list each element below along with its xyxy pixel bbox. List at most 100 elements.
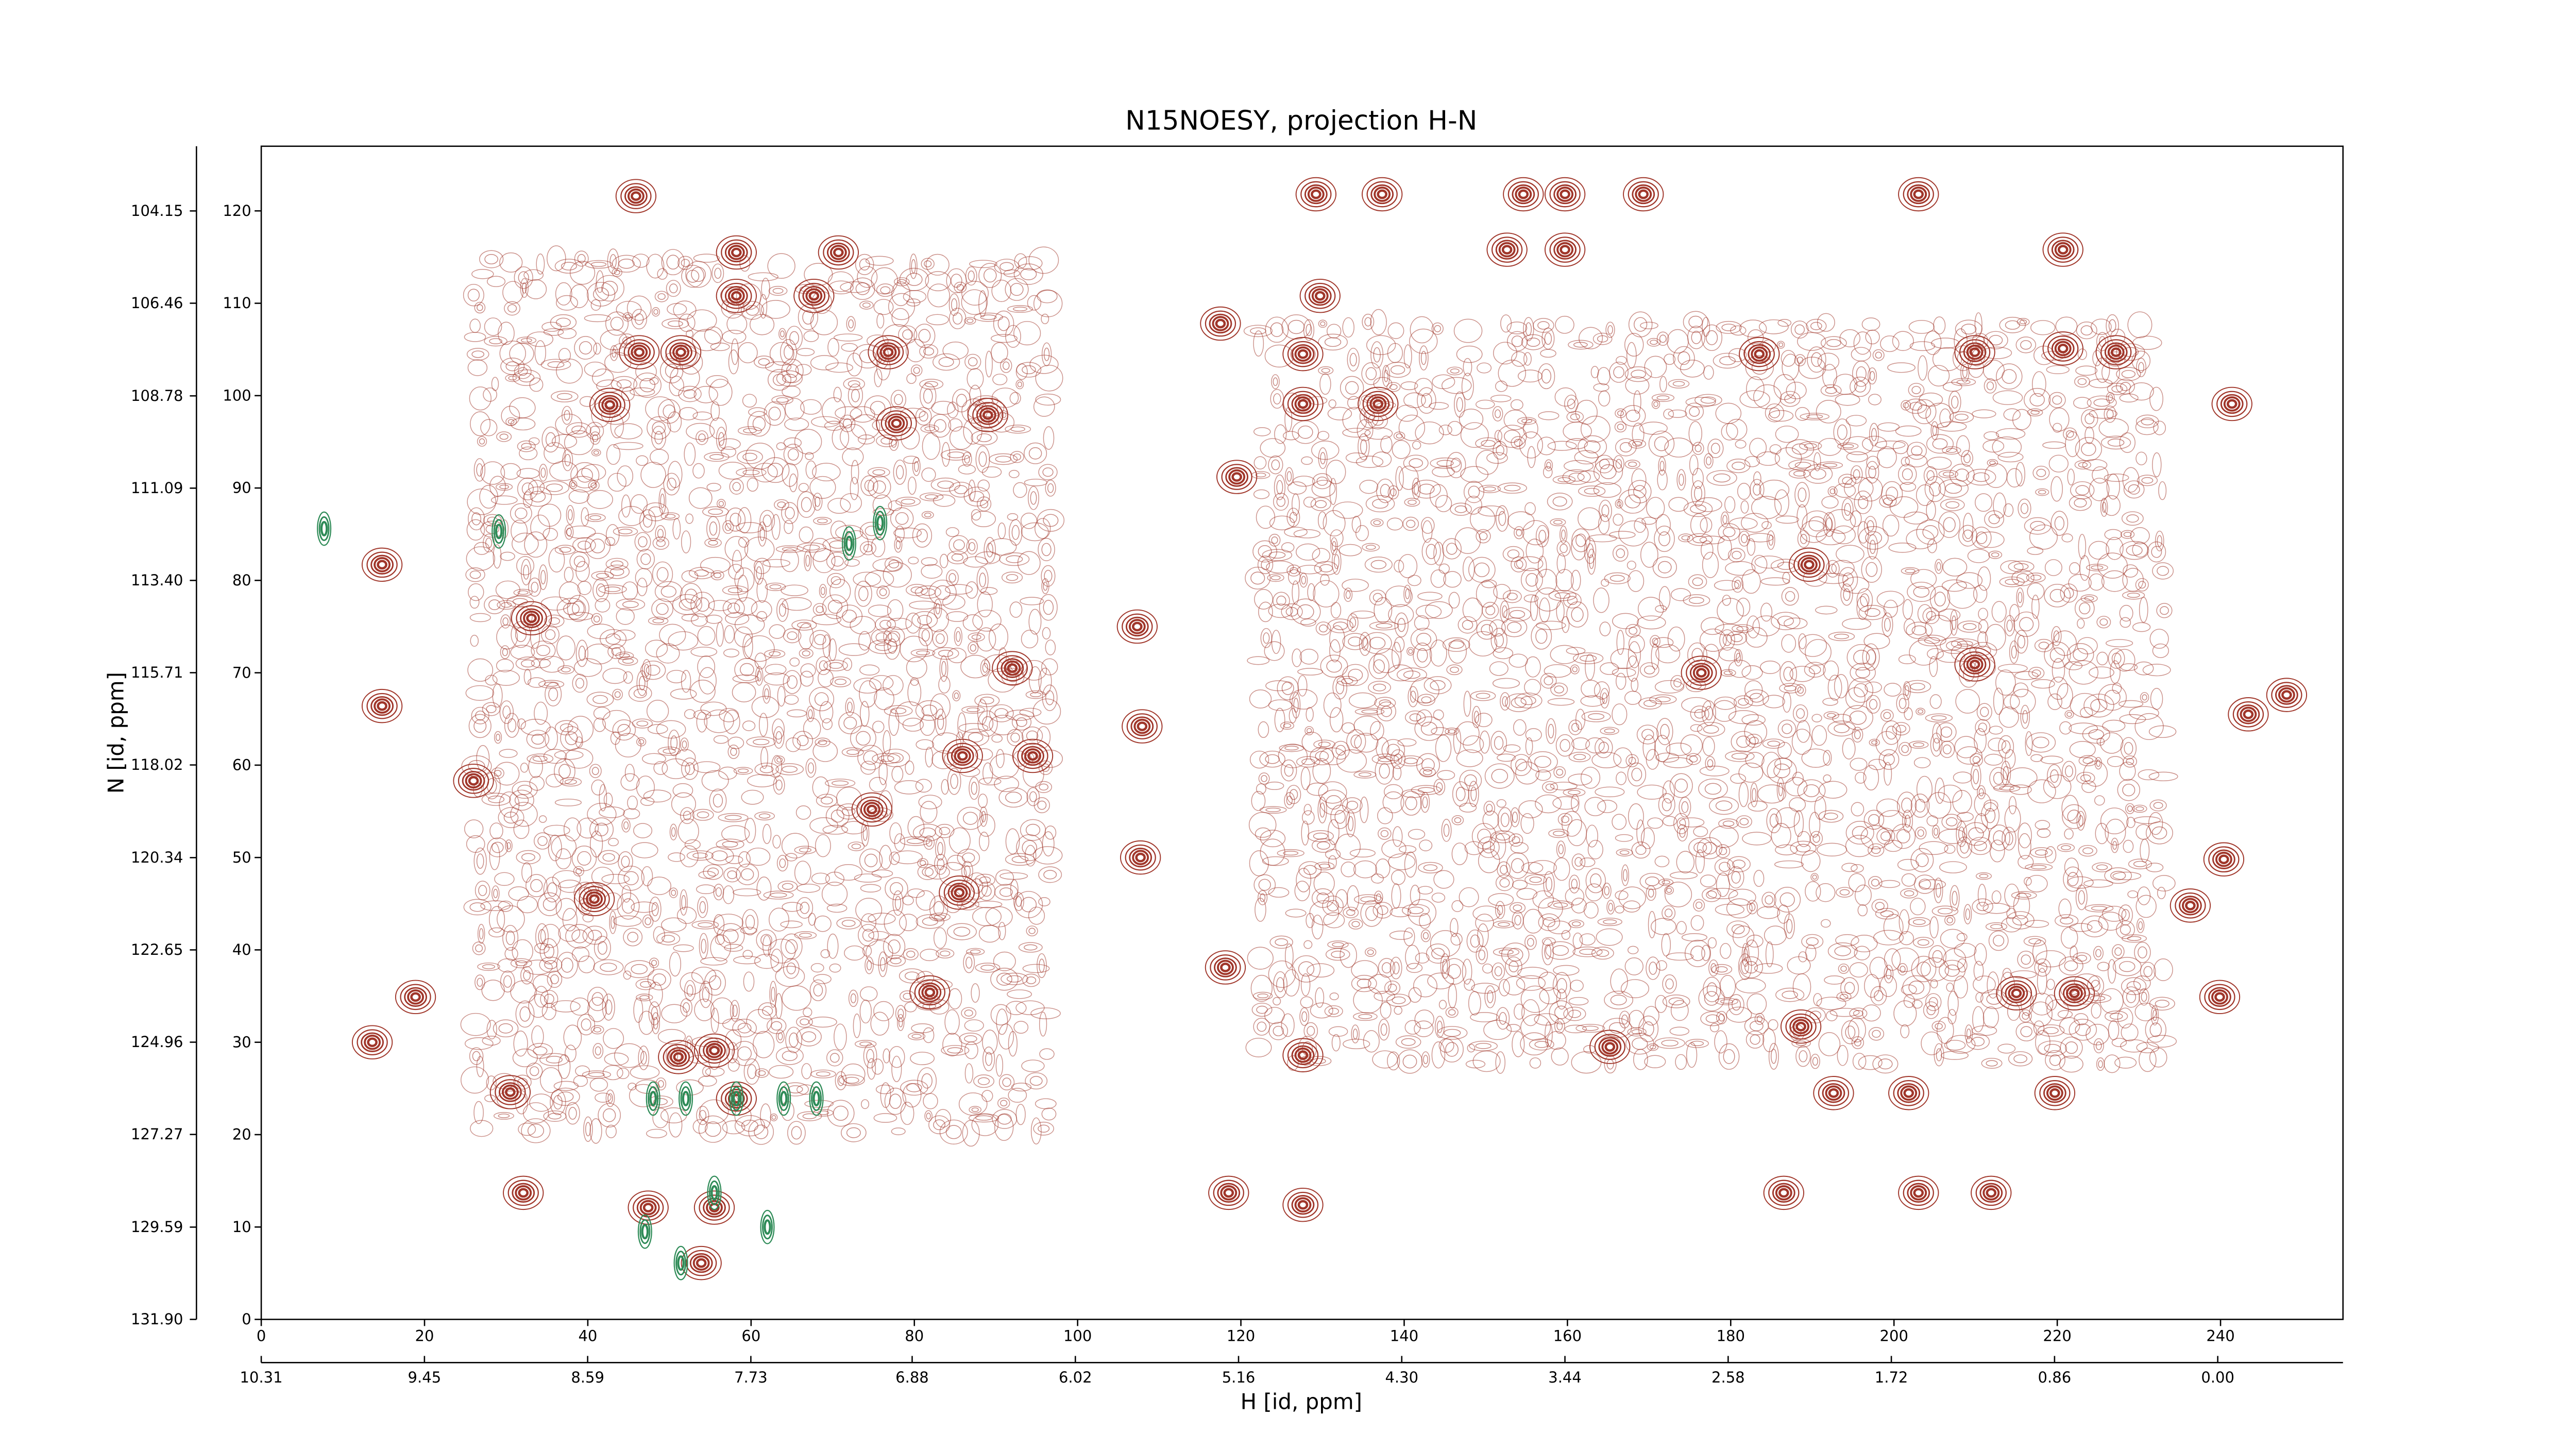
contour-ring bbox=[647, 968, 671, 990]
contour-ring bbox=[551, 835, 577, 860]
contour-ring bbox=[631, 842, 658, 858]
contour-ring bbox=[789, 1032, 799, 1048]
contour-ring bbox=[947, 451, 965, 459]
contour-ring bbox=[524, 531, 548, 558]
contour-ring bbox=[617, 892, 640, 920]
contour-ring bbox=[842, 447, 864, 466]
contour-ring bbox=[891, 281, 910, 307]
contour-ring bbox=[900, 836, 931, 846]
contour-ring bbox=[484, 317, 502, 336]
contour-ring bbox=[662, 758, 690, 779]
contour-ring bbox=[1005, 425, 1031, 434]
contour-ring bbox=[985, 350, 993, 378]
contour-ring bbox=[602, 993, 615, 1021]
contour-ring bbox=[681, 895, 686, 910]
contour-ring bbox=[614, 691, 621, 698]
contour-ring bbox=[920, 801, 938, 823]
contour-ring bbox=[1029, 1076, 1043, 1086]
contour-ring bbox=[633, 997, 643, 1023]
contour-ring bbox=[575, 868, 582, 874]
contour-ring bbox=[999, 887, 1013, 897]
contour-ring bbox=[961, 1007, 977, 1019]
contour-ring bbox=[867, 334, 889, 347]
contour-ring bbox=[972, 906, 1002, 926]
contour-ring bbox=[698, 433, 706, 442]
contour-ring bbox=[957, 806, 984, 830]
contour-ring bbox=[974, 900, 1003, 908]
contour-ring bbox=[1956, 379, 1971, 385]
contour-ring bbox=[460, 1013, 491, 1036]
contour-ring bbox=[1039, 1048, 1055, 1060]
contour-ring bbox=[1028, 246, 1059, 274]
contour-ring bbox=[1904, 398, 1927, 414]
contour-ring bbox=[569, 612, 594, 620]
contour-ring bbox=[938, 676, 951, 694]
contour-ring bbox=[991, 334, 1018, 343]
contour-ring bbox=[618, 528, 633, 534]
contour-ring bbox=[777, 1032, 783, 1040]
contour-ring bbox=[696, 430, 708, 445]
contour-ring bbox=[725, 855, 743, 864]
contour-ring bbox=[730, 513, 741, 527]
contour-ring bbox=[1027, 295, 1042, 311]
contour-ring bbox=[639, 676, 646, 690]
contour-ring bbox=[813, 517, 832, 525]
contour-ring bbox=[775, 731, 782, 744]
contour-ring bbox=[976, 627, 996, 652]
contour-ring bbox=[584, 644, 614, 665]
contour-ring bbox=[951, 298, 958, 311]
contour-ring bbox=[671, 889, 676, 896]
contour-ring bbox=[573, 1075, 588, 1087]
contour-ring bbox=[1007, 989, 1032, 999]
contour-ring bbox=[2141, 417, 2154, 426]
contour-ring bbox=[592, 1043, 604, 1059]
contour-ring bbox=[618, 656, 638, 666]
contour-ring bbox=[523, 486, 552, 507]
contour-ring bbox=[826, 1049, 843, 1067]
contour-ring bbox=[513, 1031, 528, 1057]
contour-ring bbox=[621, 885, 631, 903]
contour-ring bbox=[1579, 327, 1603, 349]
contour-ring bbox=[829, 963, 841, 973]
contour-ring bbox=[564, 430, 594, 456]
contour-ring bbox=[816, 794, 838, 807]
contour-ring bbox=[1400, 381, 1418, 391]
contour-ring bbox=[464, 819, 484, 838]
contour-ring bbox=[846, 749, 859, 755]
contour-ring bbox=[964, 1019, 984, 1032]
contour-ring bbox=[859, 541, 876, 555]
contour-ring bbox=[883, 626, 905, 647]
contour-ring bbox=[563, 1024, 582, 1050]
contour-ring bbox=[1490, 395, 1512, 402]
contour-ring bbox=[585, 533, 611, 559]
contour-ring bbox=[945, 1125, 962, 1139]
contour-ring bbox=[486, 705, 497, 713]
contour-ring bbox=[550, 314, 577, 331]
contour-ring bbox=[962, 812, 978, 825]
contour-ring bbox=[740, 926, 757, 934]
contour-ring bbox=[570, 482, 576, 487]
contour-ring bbox=[1038, 537, 1055, 562]
contour-ring bbox=[1037, 953, 1047, 978]
contour-ring bbox=[496, 483, 513, 491]
contour-ring bbox=[627, 932, 638, 942]
contour-ring bbox=[1456, 345, 1483, 363]
contour-ring bbox=[846, 352, 862, 377]
contour-ring bbox=[963, 486, 990, 507]
contour-ring bbox=[2120, 382, 2131, 391]
contour-ring bbox=[708, 540, 718, 546]
contour-ring bbox=[484, 254, 499, 264]
contour-ring bbox=[809, 687, 835, 712]
contour-ring bbox=[1345, 381, 1359, 395]
contour-ring bbox=[598, 850, 620, 865]
contour-ring bbox=[650, 449, 669, 465]
contour-ring bbox=[499, 433, 509, 440]
contour-ring bbox=[723, 867, 741, 883]
contour-ring bbox=[951, 553, 963, 562]
contour-ring bbox=[895, 540, 901, 549]
contour-ring bbox=[526, 730, 550, 749]
contour-ring bbox=[964, 1041, 978, 1059]
contour-ring bbox=[2077, 348, 2087, 360]
contour-ring bbox=[1011, 525, 1020, 540]
contour-ring bbox=[930, 477, 960, 492]
